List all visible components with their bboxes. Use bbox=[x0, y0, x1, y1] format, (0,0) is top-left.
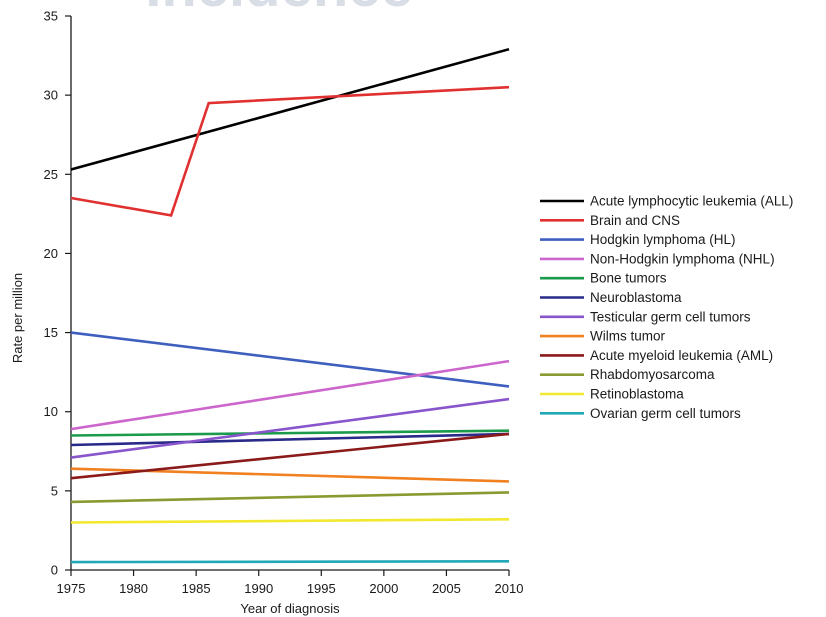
series-line bbox=[70, 559, 510, 564]
x-tick-label: 1980 bbox=[119, 581, 148, 596]
legend-label: Bone tumors bbox=[590, 271, 667, 286]
series-line bbox=[70, 331, 510, 388]
y-tick-label: 5 bbox=[51, 483, 58, 498]
legend-label: Acute myeloid leukemia (AML) bbox=[590, 348, 773, 363]
legend-label: Hodgkin lymphoma (HL) bbox=[590, 232, 736, 247]
series-line bbox=[70, 429, 510, 437]
legend-item: Wilms tumor bbox=[540, 329, 665, 344]
legend-label: Brain and CNS bbox=[590, 213, 680, 228]
legend-label: Retinoblastoma bbox=[590, 387, 684, 402]
x-tick-label: 1985 bbox=[182, 581, 211, 596]
series-line bbox=[70, 359, 510, 431]
x-axis-title: Year of diagnosis bbox=[240, 601, 340, 616]
x-tick-label: 2000 bbox=[369, 581, 398, 596]
legend-label: Non-Hodgkin lymphoma (NHL) bbox=[590, 251, 775, 266]
legend-label: Ovarian germ cell tumors bbox=[590, 406, 741, 421]
legend-label: Testicular germ cell tumors bbox=[590, 309, 751, 324]
legend-label: Rhabdomyosarcoma bbox=[590, 367, 715, 382]
legend-item: Rhabdomyosarcoma bbox=[540, 367, 715, 382]
y-tick-label: 25 bbox=[44, 167, 58, 182]
series-line bbox=[70, 397, 510, 459]
axes: 0 5 10 15 20 25 30 35 1975 1980 1985 1990 1995 2000 20… bbox=[44, 9, 524, 597]
y-axis-title: Rate per million bbox=[10, 273, 25, 363]
x-tick-label: 2010 bbox=[495, 581, 524, 596]
legend-item: Acute myeloid leukemia (AML) bbox=[540, 348, 773, 363]
legend-item: Neuroblastoma bbox=[540, 290, 682, 305]
y-tick-label: 20 bbox=[44, 246, 58, 261]
legend: Acute lymphocytic leukemia (ALL) Brain an… bbox=[540, 194, 793, 421]
legend-label: Wilms tumor bbox=[590, 329, 665, 344]
legend-item: Bone tumors bbox=[540, 271, 667, 286]
x-tick-label: 1995 bbox=[307, 581, 336, 596]
y-tick-label: 30 bbox=[44, 88, 58, 103]
legend-item: Retinoblastoma bbox=[540, 387, 684, 402]
series-line bbox=[70, 432, 510, 447]
legend-item: Hodgkin lymphoma (HL) bbox=[540, 232, 736, 247]
legend-item: Brain and CNS bbox=[540, 213, 680, 228]
series-lines bbox=[70, 47, 510, 564]
legend-label: Acute lymphocytic leukemia (ALL) bbox=[590, 194, 793, 209]
legend-item: Non-Hodgkin lymphoma (NHL) bbox=[540, 251, 775, 266]
series-line bbox=[70, 85, 510, 217]
legend-item: Testicular germ cell tumors bbox=[540, 309, 751, 324]
series-line bbox=[70, 432, 510, 480]
legend-item: Ovarian germ cell tumors bbox=[540, 406, 741, 421]
legend-item: Acute lymphocytic leukemia (ALL) bbox=[540, 194, 793, 209]
series-line bbox=[70, 518, 510, 524]
chart-title: Incidence bbox=[145, 0, 413, 19]
legend-label: Neuroblastoma bbox=[590, 290, 682, 305]
series-line bbox=[70, 491, 510, 504]
x-tick-label: 2005 bbox=[432, 581, 461, 596]
y-tick-label: 35 bbox=[44, 9, 58, 24]
y-tick-label: 15 bbox=[44, 325, 58, 340]
y-tick-label: 0 bbox=[51, 563, 58, 578]
series-line bbox=[70, 47, 510, 171]
x-tick-label: 1990 bbox=[244, 581, 273, 596]
y-tick-label: 10 bbox=[44, 404, 58, 419]
x-tick-label: 1975 bbox=[57, 581, 86, 596]
